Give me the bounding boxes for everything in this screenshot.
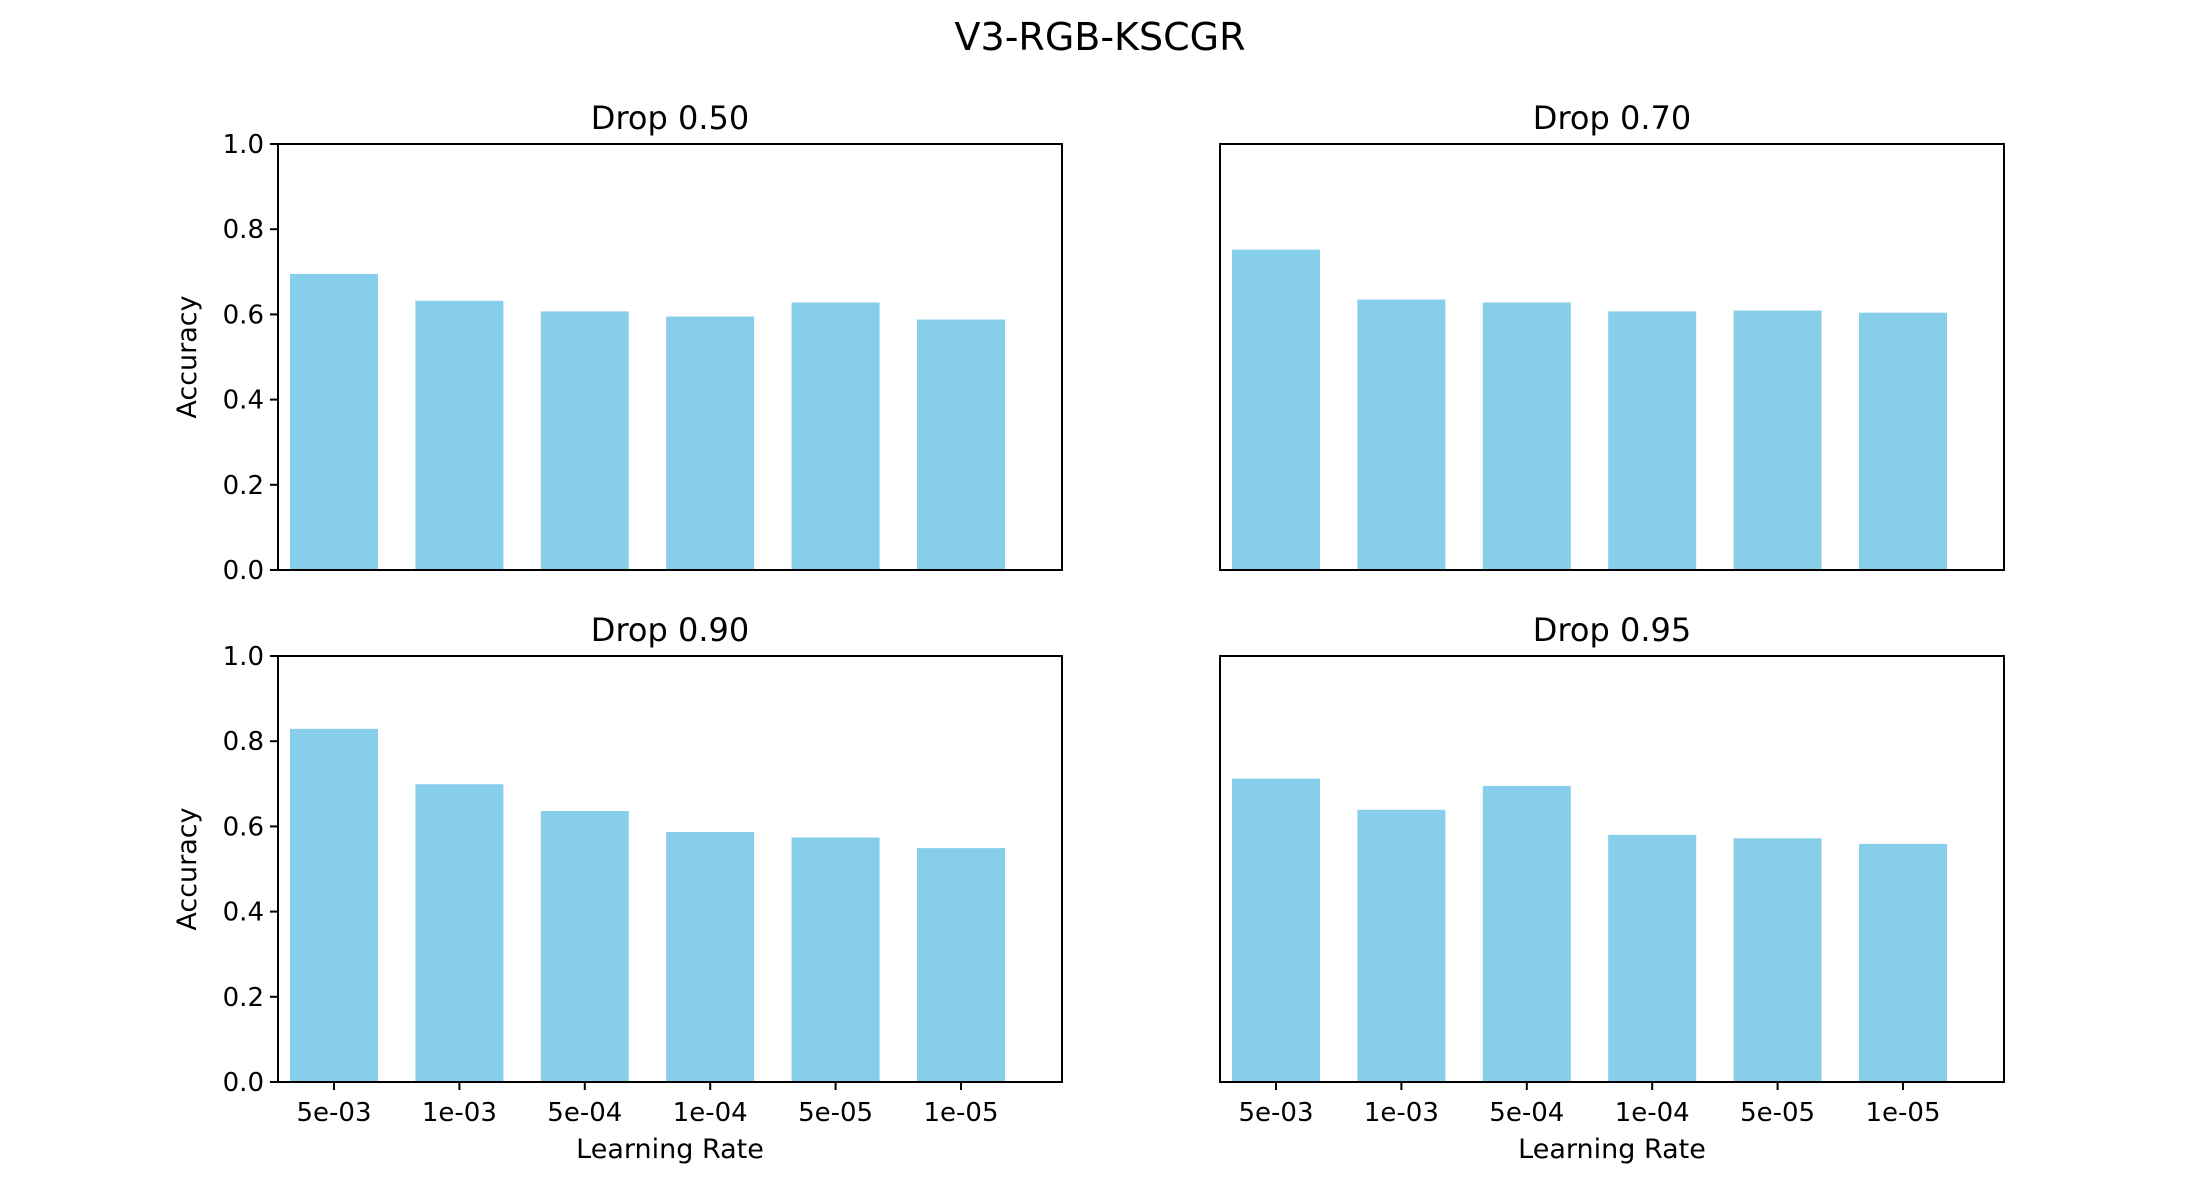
y-tick-label-drop-050: 0.0 [223, 556, 264, 586]
x-tick-label-drop-090-1e-05: 1e-05 [923, 1098, 998, 1128]
bar-drop-090-5e-05 [791, 837, 880, 1082]
x-tick-label-drop-090-1e-04: 1e-04 [673, 1098, 748, 1128]
y-tick-label-drop-050: 0.6 [223, 300, 264, 330]
x-tick-label-drop-095-1e-04: 1e-04 [1615, 1098, 1690, 1128]
x-axis-label-drop-090: Learning Rate [576, 1134, 764, 1165]
bar-drop-090-1e-03 [415, 784, 504, 1082]
y-tick-label-drop-090: 0.4 [223, 898, 264, 928]
subplot-grid: Drop 0.500.00.20.40.60.81.0AccuracyDrop … [172, 99, 2005, 1165]
bar-drop-070-1e-04 [1608, 311, 1697, 570]
x-tick-label-drop-095-5e-03: 5e-03 [1238, 1098, 1313, 1128]
bar-drop-050-5e-03 [290, 273, 378, 570]
bar-drop-050-1e-05 [917, 319, 1005, 570]
panel-drop-050: Drop 0.50 0.0 0.2 0.4 0.6 0.8 1.0 Accuracy [172, 99, 1063, 586]
bar-drop-050-1e-03 [415, 300, 504, 570]
plot-frame-drop-070 [1219, 143, 2005, 571]
panel-drop-095: Drop 0.95 5e-03 1e-03 5e-04 1e-04 5e-05 1e-05 L… [1219, 611, 2005, 1165]
plot-frame-drop-050 [277, 143, 1063, 571]
bar-drop-050-5e-05 [791, 302, 880, 570]
x-tick-label-drop-090-1e-03: 1e-03 [422, 1098, 497, 1128]
bar-drop-090-1e-05 [917, 848, 1005, 1082]
bar-drop-095-5e-04 [1482, 785, 1571, 1082]
y-tick-label-drop-090: 1.0 [223, 642, 264, 672]
panel-title-drop-090: Drop 0.90 [591, 611, 749, 649]
bar-drop-070-5e-03 [1232, 249, 1320, 570]
y-axis-label-drop-090: Accuracy [172, 807, 203, 930]
y-tick-label-drop-050: 1.0 [223, 130, 264, 160]
bar-drop-070-1e-05 [1859, 312, 1947, 570]
panel-title-drop-070: Drop 0.70 [1533, 99, 1691, 137]
y-tick-label-drop-090: 0.6 [223, 812, 264, 842]
y-tick-label-drop-090: 0.8 [223, 727, 264, 757]
panel-title-drop-095: Drop 0.95 [1533, 611, 1691, 649]
bar-drop-050-5e-04 [540, 311, 629, 570]
y-tick-label-drop-050: 0.8 [223, 215, 264, 245]
x-tick-label-drop-090-5e-03: 5e-03 [296, 1098, 371, 1128]
plot-frame-drop-095 [1219, 655, 2005, 1083]
y-axis-label-drop-050: Accuracy [172, 295, 203, 418]
x-tick-label-drop-095-5e-05: 5e-05 [1740, 1098, 1815, 1128]
x-axis-label-drop-095: Learning Rate [1518, 1134, 1706, 1165]
bar-drop-095-1e-05 [1859, 843, 1947, 1082]
bar-drop-070-1e-03 [1357, 299, 1446, 570]
bar-drop-090-5e-03 [290, 728, 378, 1082]
bar-drop-050-1e-04 [666, 316, 755, 570]
bar-drop-095-1e-03 [1357, 809, 1446, 1082]
panel-drop-090: Drop 0.90 0.0 0.2 0.4 0.6 0.8 1.0 Accuracy 5e-03… [172, 611, 1063, 1165]
bar-drop-095-1e-04 [1608, 834, 1697, 1082]
y-tick-label-drop-090: 0.0 [223, 1068, 264, 1098]
y-tick-label-drop-090: 0.2 [223, 983, 264, 1013]
x-tick-label-drop-090-5e-05: 5e-05 [798, 1098, 873, 1128]
x-tick-label-drop-090-5e-04: 5e-04 [547, 1098, 622, 1128]
bar-drop-090-1e-04 [666, 831, 755, 1082]
x-tick-label-drop-095-1e-03: 1e-03 [1364, 1098, 1439, 1128]
bar-drop-095-5e-03 [1232, 778, 1320, 1082]
y-tick-label-drop-050: 0.4 [223, 386, 264, 416]
plot-frame-drop-090 [277, 655, 1063, 1083]
panel-drop-070: Drop 0.70 [1219, 99, 2005, 571]
y-tick-label-drop-050: 0.2 [223, 471, 264, 501]
bar-drop-070-5e-04 [1482, 302, 1571, 570]
figure-title: V3-RGB-KSCGR [955, 15, 1246, 59]
bar-drop-095-5e-05 [1733, 838, 1822, 1082]
bar-drop-090-5e-04 [540, 811, 629, 1082]
panel-title-drop-050: Drop 0.50 [591, 99, 749, 137]
bar-drop-070-5e-05 [1733, 310, 1822, 570]
x-tick-label-drop-095-5e-04: 5e-04 [1489, 1098, 1564, 1128]
x-tick-label-drop-095-1e-05: 1e-05 [1865, 1098, 1940, 1128]
